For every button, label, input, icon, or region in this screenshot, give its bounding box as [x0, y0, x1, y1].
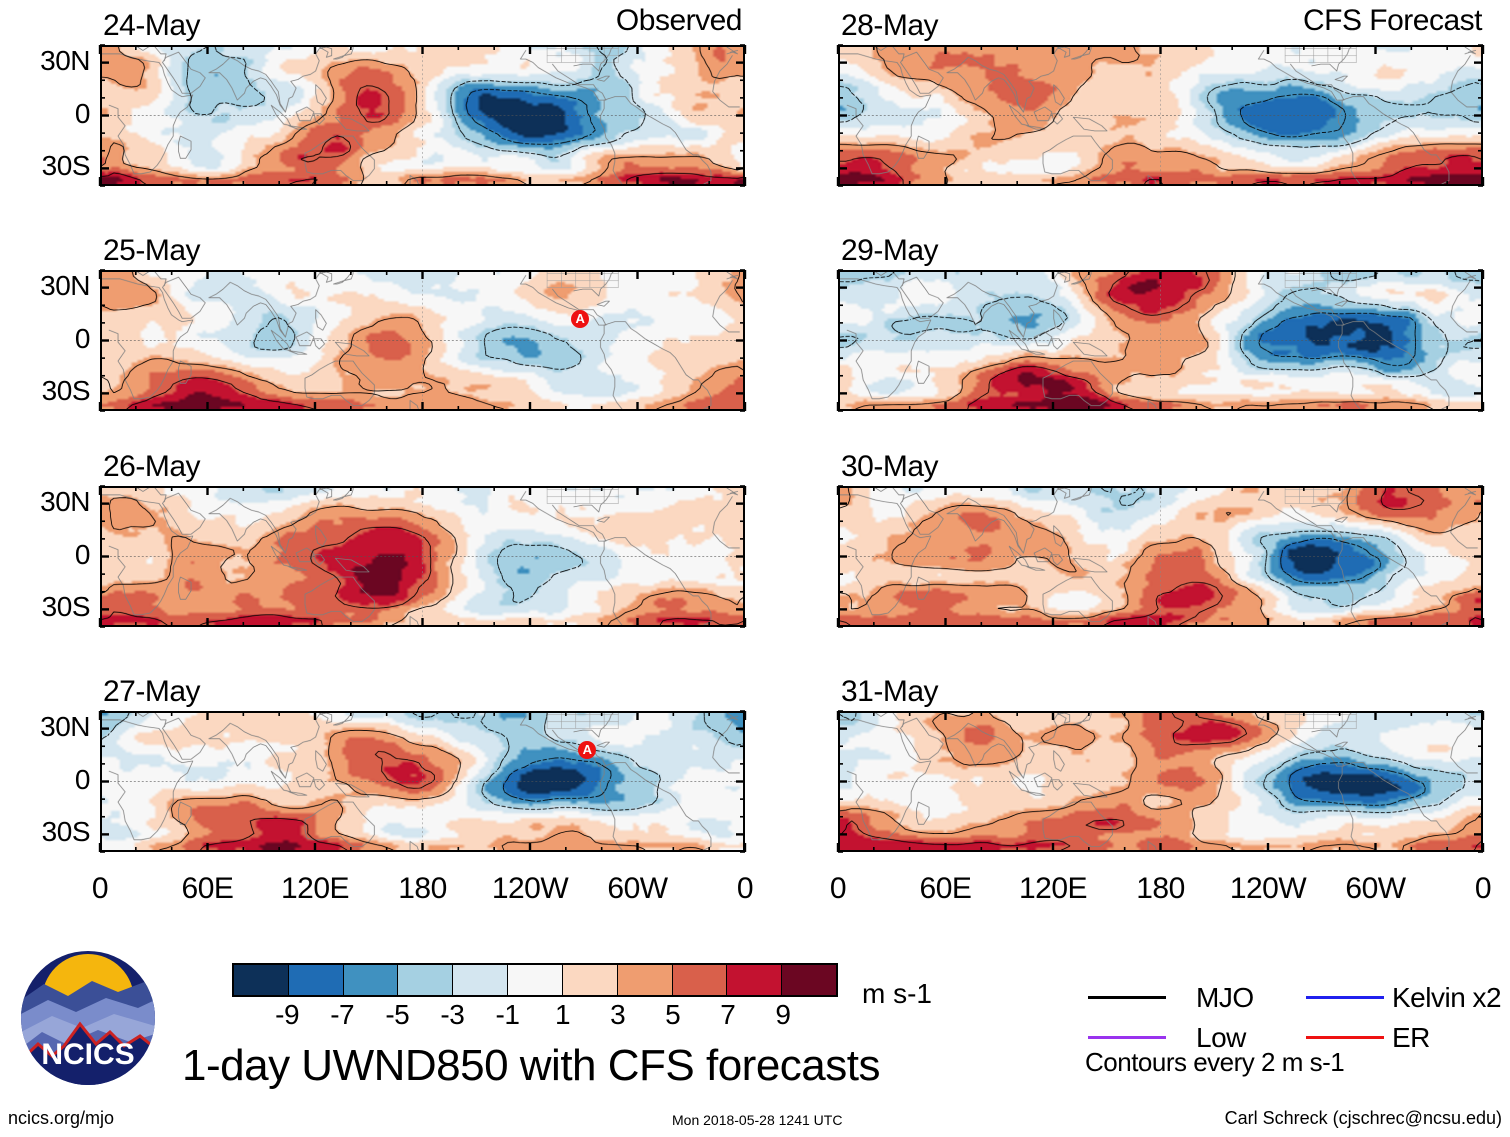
ncics-logo-svg: NCICS [21, 951, 155, 1085]
x-axis-tick-label: 120W [491, 872, 569, 905]
map-frame[interactable] [838, 711, 1483, 852]
y-axis-tick-label: 30N [40, 710, 90, 742]
colorbar-strip [232, 963, 838, 997]
x-axis-tick-label: 120E [280, 872, 350, 905]
y-axis-tick-label: 30S [41, 150, 91, 182]
panel-date-label: 26-May [103, 450, 201, 483]
legend-swatch-er [1306, 1036, 1384, 1039]
map-field-canvas [840, 488, 1481, 625]
legend-swatch-low [1088, 1036, 1166, 1039]
colorbar-tick-label: 9 [775, 999, 791, 1030]
x-axis-tick-label: 0 [829, 872, 847, 905]
colorbar-bin [343, 965, 399, 995]
map-field-canvas [102, 272, 743, 409]
map-frame[interactable] [100, 711, 745, 852]
colorbar-tick-label: 3 [610, 999, 626, 1030]
y-axis-tick-label: 30S [41, 591, 91, 623]
panel-date-label: 30-May [841, 450, 939, 483]
storm-marker: A [571, 310, 590, 329]
map-frame[interactable] [838, 45, 1483, 186]
panel-date-label: 31-May [841, 675, 939, 708]
y-axis-tick-label: 30N [40, 44, 90, 76]
contour-interval-note: Contours every 2 m s-1 [1085, 1047, 1345, 1077]
map-frame[interactable] [100, 486, 745, 627]
map-frame[interactable] [838, 270, 1483, 411]
map-frame[interactable] [100, 270, 745, 411]
legend-label: Low [1196, 1022, 1246, 1053]
colorbar-tick-label: 5 [665, 999, 681, 1030]
x-axis-tick-label: 60E [919, 872, 972, 905]
colorbar-tick-label: -5 [385, 999, 410, 1030]
colorbar-tick-label: -1 [495, 999, 520, 1030]
colorbar-bin [782, 965, 836, 995]
colorbar-bin [727, 965, 783, 995]
y-axis-tick-label: 0 [74, 322, 91, 354]
legend-label: MJO [1196, 982, 1254, 1013]
map-field-canvas [840, 47, 1481, 184]
legend-swatch-mjo [1088, 996, 1166, 999]
map-field-canvas [102, 488, 743, 625]
colorbar-bin [398, 965, 454, 995]
colorbar-tick-label: 1 [554, 999, 571, 1030]
y-axis-tick-label: 30N [40, 485, 90, 517]
x-axis-tick-label: 180 [398, 872, 447, 905]
colorbar-bin [508, 965, 563, 995]
panel-date-label: 28-May [841, 9, 939, 42]
panel-date-label: 25-May [103, 234, 201, 267]
panel-date-label: 27-May [103, 675, 201, 708]
logo-accent-line [21, 1021, 155, 1062]
y-axis-tick-label: 30S [41, 816, 91, 848]
colorbar-bin [288, 965, 344, 995]
x-axis-tick-label: 120E [1018, 872, 1088, 905]
map-frame[interactable] [838, 486, 1483, 627]
colorbar-tick-label: -7 [330, 999, 355, 1030]
colorbar-units-label: m s-1 [862, 978, 932, 1009]
x-axis-tick-label: 60W [1345, 872, 1406, 905]
column-header-observed: Observed [615, 4, 743, 37]
footer-author: Carl Schreck (cjschrec@ncsu.edu) [1224, 1108, 1502, 1128]
map-field-canvas [102, 47, 743, 184]
colorbar-tick-label: -9 [275, 999, 300, 1030]
storm-marker: A [578, 740, 597, 759]
x-axis-tick-label: 60W [607, 872, 668, 905]
map-field-canvas [840, 272, 1481, 409]
colorbar-bin [672, 965, 728, 995]
footer-website[interactable]: ncics.org/mjo [8, 1108, 115, 1128]
x-axis-tick-label: 180 [1136, 872, 1185, 905]
x-axis-tick-label: 120W [1229, 872, 1307, 905]
panel-date-label: 24-May [103, 9, 201, 42]
map-frame[interactable] [100, 45, 745, 186]
ncics-logo: NCICS [18, 948, 158, 1088]
column-header-cfs-forecast: CFS Forecast [1302, 4, 1483, 37]
legend-swatch-kelvin-x2 [1306, 996, 1384, 999]
map-field-canvas [102, 713, 743, 850]
logo-text: NCICS [41, 1038, 134, 1071]
x-axis-tick-label: 0 [736, 872, 754, 905]
y-axis-tick-label: 0 [74, 763, 91, 795]
x-axis-tick-label: 60E [181, 872, 234, 905]
colorbar-tick-label: 7 [720, 999, 736, 1030]
y-axis-tick-label: 30N [40, 269, 90, 301]
y-axis-tick-label: 0 [74, 538, 91, 570]
colorbar-tick-label: -3 [440, 999, 465, 1030]
colorbar-bin [562, 965, 618, 995]
colorbar-bin [453, 965, 509, 995]
main-title: 1-day UWND850 with CFS forecasts [182, 1041, 881, 1090]
y-axis-tick-label: 0 [74, 97, 91, 129]
colorbar-bin [617, 965, 673, 995]
x-axis-tick-label: 0 [91, 872, 109, 905]
panel-date-label: 29-May [841, 234, 939, 267]
footer-timestamp: Mon 2018-05-28 1241 UTC [672, 1112, 843, 1128]
legend-label: ER [1392, 1022, 1430, 1053]
map-field-canvas [840, 713, 1481, 850]
colorbar-bin [234, 965, 289, 995]
x-axis-tick-label: 0 [1474, 872, 1492, 905]
legend-label: Kelvin x2 [1392, 982, 1502, 1013]
logo-ridge-5 [21, 1024, 155, 1085]
y-axis-tick-label: 30S [41, 375, 91, 407]
